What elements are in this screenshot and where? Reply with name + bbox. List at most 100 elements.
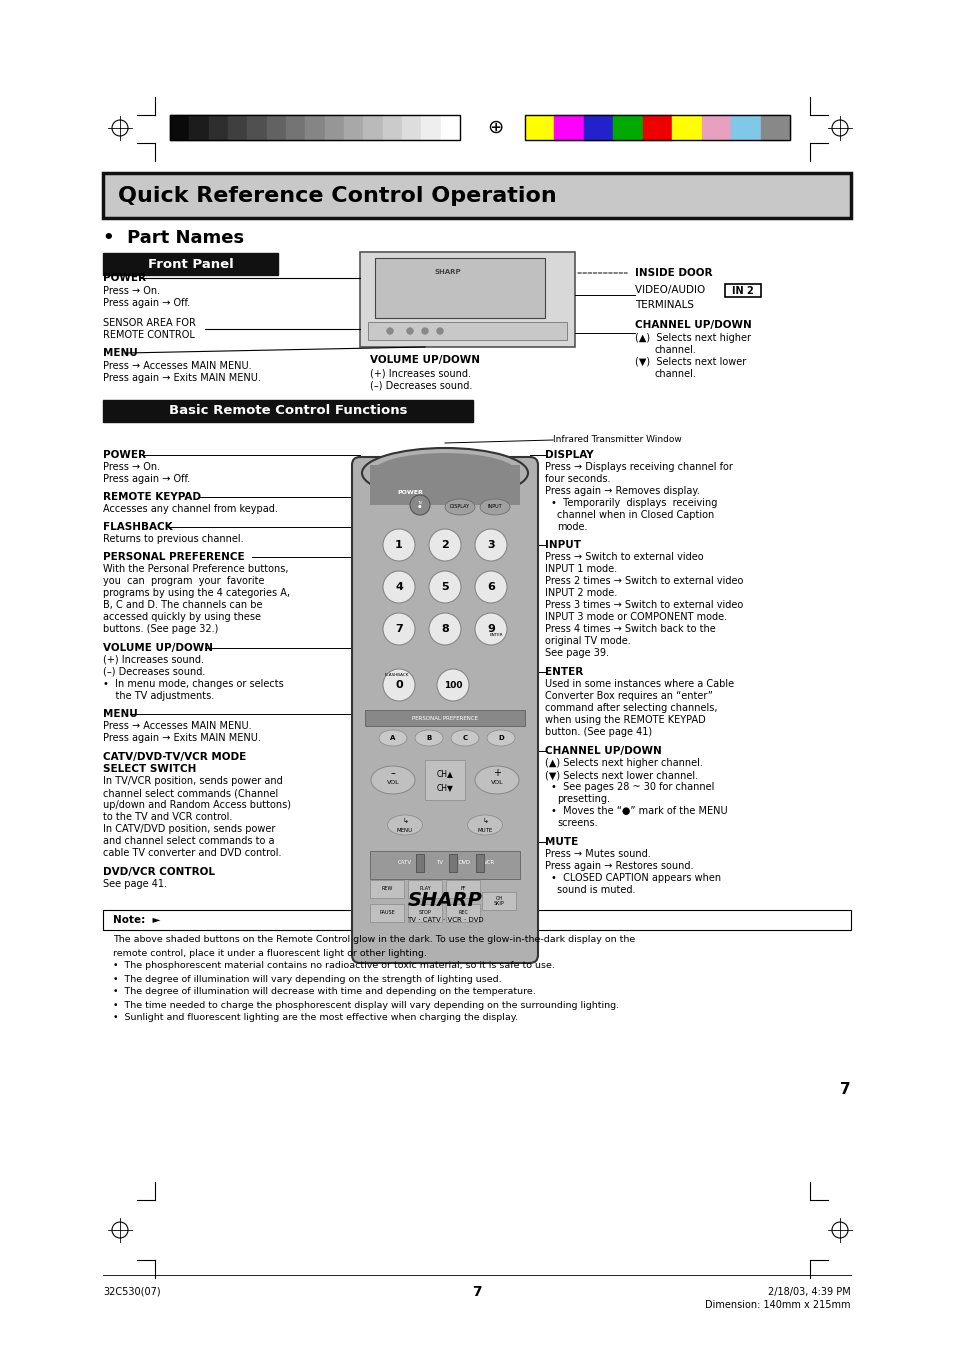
- Text: SELECT SWITCH: SELECT SWITCH: [103, 765, 196, 774]
- Text: REC: REC: [457, 911, 468, 916]
- Circle shape: [410, 494, 430, 515]
- Text: TERMINALS: TERMINALS: [635, 300, 693, 309]
- Text: –: –: [390, 767, 395, 778]
- Text: when using the REMOTE KEYPAD: when using the REMOTE KEYPAD: [544, 715, 705, 725]
- Text: and channel select commands to a: and channel select commands to a: [103, 836, 274, 846]
- Bar: [365, 711, 524, 725]
- Ellipse shape: [415, 730, 442, 746]
- Bar: [730, 115, 760, 141]
- Text: CATV: CATV: [397, 861, 412, 866]
- Text: A: A: [390, 735, 395, 740]
- Text: Press → On.: Press → On.: [103, 286, 160, 296]
- Text: 7: 7: [395, 624, 402, 634]
- Text: With the Personal Preference buttons,: With the Personal Preference buttons,: [103, 563, 288, 574]
- Text: •  Moves the “●” mark of the MENU: • Moves the “●” mark of the MENU: [551, 807, 727, 816]
- Text: •  See pages 28 ~ 30 for channel: • See pages 28 ~ 30 for channel: [551, 782, 714, 792]
- Circle shape: [475, 613, 506, 644]
- Text: •  Sunlight and fluorescent lighting are the most effective when charging the di: • Sunlight and fluorescent lighting are …: [112, 1013, 517, 1023]
- Bar: [286, 115, 305, 141]
- Text: B: B: [426, 735, 431, 740]
- Ellipse shape: [444, 499, 475, 515]
- Text: CATV/DVD-TV/VCR MODE: CATV/DVD-TV/VCR MODE: [103, 753, 246, 762]
- Text: MUTE: MUTE: [476, 828, 492, 832]
- Bar: [209, 115, 228, 141]
- Ellipse shape: [371, 766, 415, 794]
- Text: Infrared Transmitter Window: Infrared Transmitter Window: [553, 435, 681, 444]
- Text: DVD/VCR CONTROL: DVD/VCR CONTROL: [103, 867, 214, 877]
- Bar: [375, 258, 544, 317]
- Text: command after selecting channels,: command after selecting channels,: [544, 703, 717, 713]
- Bar: [344, 115, 363, 141]
- Bar: [370, 904, 403, 921]
- Bar: [359, 253, 575, 347]
- Bar: [103, 253, 277, 276]
- Text: (–) Decreases sound.: (–) Decreases sound.: [370, 380, 472, 390]
- Ellipse shape: [387, 815, 422, 835]
- Text: 32C530(07): 32C530(07): [103, 1288, 160, 1297]
- Text: TV · CATV · VCR · DVD: TV · CATV · VCR · DVD: [406, 917, 483, 923]
- Text: Press → Accesses MAIN MENU.: Press → Accesses MAIN MENU.: [103, 721, 252, 731]
- Text: VIDEO/AUDIO: VIDEO/AUDIO: [635, 285, 708, 295]
- Text: VOL: VOL: [490, 781, 503, 785]
- Bar: [524, 115, 554, 141]
- Text: FLASHBACK: FLASHBACK: [103, 521, 172, 532]
- Circle shape: [429, 613, 460, 644]
- Text: REW: REW: [381, 886, 393, 892]
- Bar: [170, 115, 189, 141]
- Bar: [408, 880, 441, 898]
- Text: Press again → Exits MAIN MENU.: Press again → Exits MAIN MENU.: [103, 734, 260, 743]
- Text: B, C and D. The channels can be: B, C and D. The channels can be: [103, 600, 262, 611]
- Bar: [446, 904, 479, 921]
- Circle shape: [407, 328, 413, 334]
- Bar: [416, 854, 423, 871]
- Bar: [103, 173, 850, 218]
- Text: 2/18/03, 4:39 PM: 2/18/03, 4:39 PM: [767, 1288, 850, 1297]
- Circle shape: [436, 669, 469, 701]
- Text: •  The degree of illumination will vary depending on the strength of lighting us: • The degree of illumination will vary d…: [112, 974, 501, 984]
- Text: •  Part Names: • Part Names: [103, 230, 244, 247]
- Text: SHARP: SHARP: [434, 269, 460, 276]
- Text: 1: 1: [395, 540, 402, 550]
- Text: ↳: ↳: [481, 817, 487, 824]
- Text: D: D: [497, 735, 503, 740]
- Text: four seconds.: four seconds.: [544, 474, 610, 484]
- Text: (–) Decreases sound.: (–) Decreases sound.: [103, 667, 205, 677]
- Ellipse shape: [479, 499, 510, 515]
- FancyBboxPatch shape: [352, 457, 537, 963]
- Text: MUTE: MUTE: [544, 838, 578, 847]
- Bar: [370, 851, 519, 880]
- Bar: [103, 400, 473, 422]
- Text: TV
●: TV ●: [416, 501, 422, 509]
- Bar: [421, 115, 440, 141]
- Bar: [408, 904, 441, 921]
- Text: •  The degree of illumination will decrease with time and depending on the tempe: • The degree of illumination will decrea…: [112, 988, 536, 997]
- Text: MENU: MENU: [103, 709, 137, 719]
- Text: Press → Displays receiving channel for: Press → Displays receiving channel for: [544, 462, 732, 471]
- Text: Quick Reference Control Operation: Quick Reference Control Operation: [118, 185, 557, 205]
- Text: DVD: DVD: [458, 861, 471, 866]
- Text: (▲)  Selects next higher: (▲) Selects next higher: [635, 332, 750, 343]
- Circle shape: [382, 613, 415, 644]
- Text: •  In menu mode, changes or selects: • In menu mode, changes or selects: [103, 680, 283, 689]
- Text: INSIDE DOOR: INSIDE DOOR: [635, 267, 712, 278]
- Text: Press → Mutes sound.: Press → Mutes sound.: [544, 848, 650, 859]
- Bar: [324, 115, 344, 141]
- Text: ENTER: ENTER: [544, 667, 582, 677]
- Text: ↳: ↳: [401, 817, 408, 824]
- Text: •  Temporarily  displays  receiving: • Temporarily displays receiving: [551, 499, 717, 508]
- Bar: [363, 115, 382, 141]
- Text: 2: 2: [440, 540, 449, 550]
- Circle shape: [382, 530, 415, 561]
- Text: Press → Switch to external video: Press → Switch to external video: [544, 553, 703, 562]
- Text: POWER: POWER: [103, 273, 146, 282]
- Text: •  The time needed to charge the phosphorescent display will vary depending on t: • The time needed to charge the phosphor…: [112, 1001, 618, 1009]
- Bar: [724, 284, 760, 297]
- Bar: [424, 761, 464, 800]
- Ellipse shape: [451, 730, 478, 746]
- Text: PERSONAL PREFERENCE: PERSONAL PREFERENCE: [412, 716, 477, 720]
- Text: The above shaded buttons on the Remote Control glow in the dark. To use the glow: The above shaded buttons on the Remote C…: [112, 935, 635, 944]
- Text: the TV adjustments.: the TV adjustments.: [103, 690, 214, 701]
- Text: SENSOR AREA FOR: SENSOR AREA FOR: [103, 317, 195, 328]
- Text: Converter Box requires an “enter”: Converter Box requires an “enter”: [544, 690, 712, 701]
- Text: DISPLAY: DISPLAY: [450, 504, 470, 509]
